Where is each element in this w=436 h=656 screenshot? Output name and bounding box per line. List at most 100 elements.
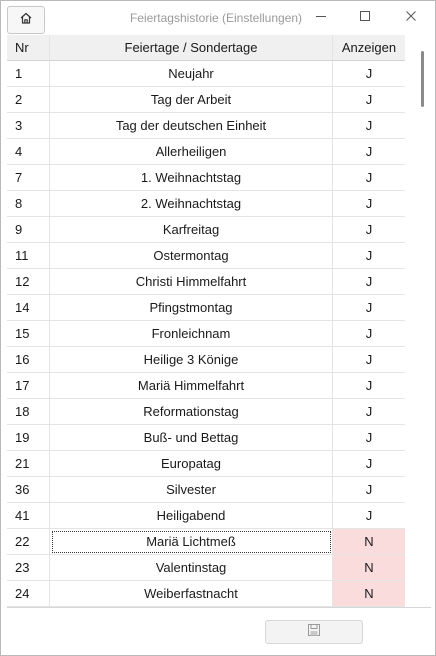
table-row[interactable]: 18 Reformationstag J [7, 399, 405, 425]
cell-nr[interactable]: 18 [7, 399, 50, 425]
cell-show[interactable]: J [333, 61, 405, 87]
cell-show[interactable]: N [333, 529, 405, 555]
table-row[interactable]: 36 Silvester J [7, 477, 405, 503]
maximize-button[interactable] [351, 7, 379, 29]
cell-nr[interactable]: 7 [7, 165, 50, 191]
table-row[interactable]: 41 Heiligabend J [7, 503, 405, 529]
table-row[interactable]: 22 Mariä Lichtmeß N [7, 529, 405, 555]
cell-show[interactable]: N [333, 555, 405, 581]
cell-nr[interactable]: 19 [7, 425, 50, 451]
cell-holiday-name[interactable]: Tag der Arbeit [50, 87, 333, 113]
cell-nr[interactable]: 21 [7, 451, 50, 477]
cell-nr[interactable]: 16 [7, 347, 50, 373]
cell-show[interactable]: J [333, 425, 405, 451]
cell-show[interactable]: J [333, 321, 405, 347]
cell-holiday-name[interactable]: Pfingstmontag [50, 295, 333, 321]
table-row[interactable]: 1 Neujahr J [7, 61, 405, 87]
cell-holiday-name[interactable]: Buß- und Bettag [50, 425, 333, 451]
cell-nr[interactable]: 11 [7, 243, 50, 269]
table-row[interactable]: 3 Tag der deutschen Einheit J [7, 113, 405, 139]
table-row[interactable]: 11 Ostermontag J [7, 243, 405, 269]
save-icon [307, 623, 321, 642]
cell-show[interactable]: J [333, 165, 405, 191]
column-header-holidays[interactable]: Feiertage / Sondertage [50, 35, 333, 61]
table-row[interactable]: 8 2. Weihnachtstag J [7, 191, 405, 217]
table-row[interactable]: 4 Allerheiligen J [7, 139, 405, 165]
cell-nr[interactable]: 2 [7, 87, 50, 113]
cell-nr[interactable]: 12 [7, 269, 50, 295]
table-row[interactable]: 7 1. Weihnachtstag J [7, 165, 405, 191]
cell-show[interactable]: J [333, 451, 405, 477]
cell-show[interactable]: J [333, 347, 405, 373]
cell-show[interactable]: J [333, 243, 405, 269]
cell-nr[interactable]: 4 [7, 139, 50, 165]
save-button[interactable] [265, 620, 363, 644]
cell-show[interactable]: J [333, 295, 405, 321]
cell-holiday-name[interactable]: Mariä Himmelfahrt [50, 373, 333, 399]
cell-holiday-name[interactable]: Karfreitag [50, 217, 333, 243]
cell-nr[interactable]: 1 [7, 61, 50, 87]
table-row[interactable]: 12 Christi Himmelfahrt J [7, 269, 405, 295]
table-row[interactable]: 19 Buß- und Bettag J [7, 425, 405, 451]
cell-nr[interactable]: 23 [7, 555, 50, 581]
cell-holiday-name[interactable]: Heilige 3 Könige [50, 347, 333, 373]
cell-nr[interactable]: 8 [7, 191, 50, 217]
cell-show[interactable]: J [333, 217, 405, 243]
cell-holiday-name[interactable]: Mariä Lichtmeß [50, 529, 333, 555]
holiday-table[interactable]: Nr Feiertage / Sondertage Anzeigen 1 Neuj… [7, 35, 405, 607]
scrollbar-thumb[interactable] [421, 51, 424, 107]
cell-holiday-name[interactable]: Tag der deutschen Einheit [50, 113, 333, 139]
cell-nr[interactable]: 22 [7, 529, 50, 555]
cell-show[interactable]: J [333, 503, 405, 529]
table-row[interactable]: 23 Valentinstag N [7, 555, 405, 581]
cell-nr[interactable]: 24 [7, 581, 50, 607]
cell-nr[interactable]: 9 [7, 217, 50, 243]
cell-show[interactable]: J [333, 399, 405, 425]
home-button[interactable] [7, 6, 45, 34]
cell-show[interactable]: J [333, 373, 405, 399]
cell-show[interactable]: J [333, 87, 405, 113]
minimize-icon [315, 9, 327, 27]
cell-show[interactable]: N [333, 581, 405, 607]
cell-nr[interactable]: 15 [7, 321, 50, 347]
table-row[interactable]: 21 Europatag J [7, 451, 405, 477]
column-header-nr[interactable]: Nr [7, 35, 50, 61]
cell-nr[interactable]: 17 [7, 373, 50, 399]
table-row[interactable]: 2 Tag der Arbeit J [7, 87, 405, 113]
column-header-show[interactable]: Anzeigen [333, 35, 405, 61]
title-bar: Feiertagshistorie (Einstellungen) [1, 1, 435, 35]
minimize-button[interactable] [307, 7, 335, 29]
cell-holiday-name[interactable]: Allerheiligen [50, 139, 333, 165]
close-icon [405, 9, 417, 27]
close-button[interactable] [397, 7, 425, 29]
cell-nr[interactable]: 3 [7, 113, 50, 139]
cell-holiday-name[interactable]: Fronleichnam [50, 321, 333, 347]
cell-show[interactable]: J [333, 191, 405, 217]
table-row[interactable]: 14 Pfingstmontag J [7, 295, 405, 321]
cell-holiday-name[interactable]: Heiligabend [50, 503, 333, 529]
cell-show[interactable]: J [333, 139, 405, 165]
vertical-scrollbar[interactable] [413, 35, 431, 607]
table-row[interactable]: 24 Weiberfastnacht N [7, 581, 405, 607]
cell-holiday-name[interactable]: Ostermontag [50, 243, 333, 269]
table-row[interactable]: 17 Mariä Himmelfahrt J [7, 373, 405, 399]
cell-holiday-name[interactable]: Reformationstag [50, 399, 333, 425]
cell-holiday-name[interactable]: Silvester [50, 477, 333, 503]
cell-holiday-name[interactable]: Christi Himmelfahrt [50, 269, 333, 295]
cell-show[interactable]: J [333, 477, 405, 503]
cell-holiday-name[interactable]: Neujahr [50, 61, 333, 87]
cell-holiday-name[interactable]: 2. Weihnachtstag [50, 191, 333, 217]
cell-holiday-name[interactable]: Europatag [50, 451, 333, 477]
cell-show[interactable]: J [333, 113, 405, 139]
cell-holiday-name[interactable]: Weiberfastnacht [50, 581, 333, 607]
cell-nr[interactable]: 36 [7, 477, 50, 503]
table-row[interactable]: 16 Heilige 3 Könige J [7, 347, 405, 373]
cell-holiday-name[interactable]: 1. Weihnachtstag [50, 165, 333, 191]
table-row[interactable]: 15 Fronleichnam J [7, 321, 405, 347]
table-row[interactable]: 9 Karfreitag J [7, 217, 405, 243]
cell-nr[interactable]: 14 [7, 295, 50, 321]
cell-holiday-name[interactable]: Valentinstag [50, 555, 333, 581]
cell-nr[interactable]: 41 [7, 503, 50, 529]
cell-show[interactable]: J [333, 269, 405, 295]
